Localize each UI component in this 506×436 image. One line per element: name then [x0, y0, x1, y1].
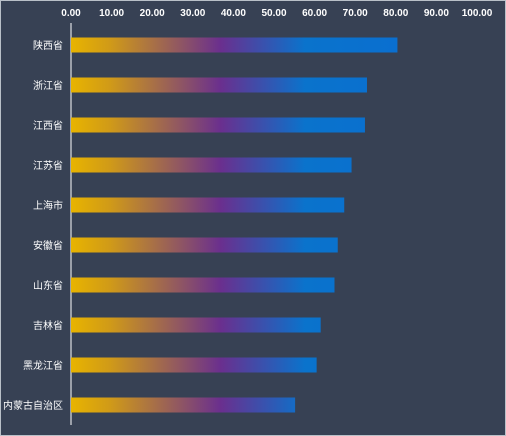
bar — [71, 237, 338, 253]
bar — [71, 397, 296, 413]
bar — [71, 197, 345, 213]
category-label: 黑龙江省 — [23, 359, 63, 372]
bar — [71, 357, 317, 373]
bar — [71, 277, 335, 293]
x-tick-label: 30.00 — [180, 8, 205, 19]
category-label: 吉林省 — [33, 319, 63, 332]
x-tick-label: 10.00 — [99, 8, 124, 19]
category-label: 山东省 — [33, 279, 63, 292]
x-tick-label: 100.00 — [462, 8, 493, 19]
category-label: 浙江省 — [33, 79, 63, 92]
x-tick-label: 50.00 — [261, 8, 286, 19]
x-tick-label: 40.00 — [221, 8, 246, 19]
category-label: 江西省 — [33, 119, 63, 132]
x-tick-label: 90.00 — [424, 8, 449, 19]
bar — [71, 117, 365, 133]
x-tick-label: 0.00 — [61, 8, 81, 19]
bar — [71, 157, 352, 173]
x-tick-label: 60.00 — [302, 8, 327, 19]
category-label: 江苏省 — [33, 159, 63, 172]
x-tick-label: 80.00 — [383, 8, 408, 19]
x-tick-label: 70.00 — [343, 8, 368, 19]
bar — [71, 317, 321, 333]
category-label: 内蒙古自治区 — [3, 399, 63, 412]
x-tick-label: 20.00 — [140, 8, 165, 19]
category-label: 安徽省 — [33, 239, 63, 252]
bars — [71, 37, 398, 413]
bar — [71, 77, 367, 93]
category-label: 上海市 — [33, 199, 63, 212]
category-label: 陕西省 — [33, 39, 63, 52]
x-axis-tick-labels: 0.00 10.00 20.00 30.00 40.00 50.00 60.00 70.00 8… — [61, 8, 492, 19]
bar — [71, 37, 398, 53]
